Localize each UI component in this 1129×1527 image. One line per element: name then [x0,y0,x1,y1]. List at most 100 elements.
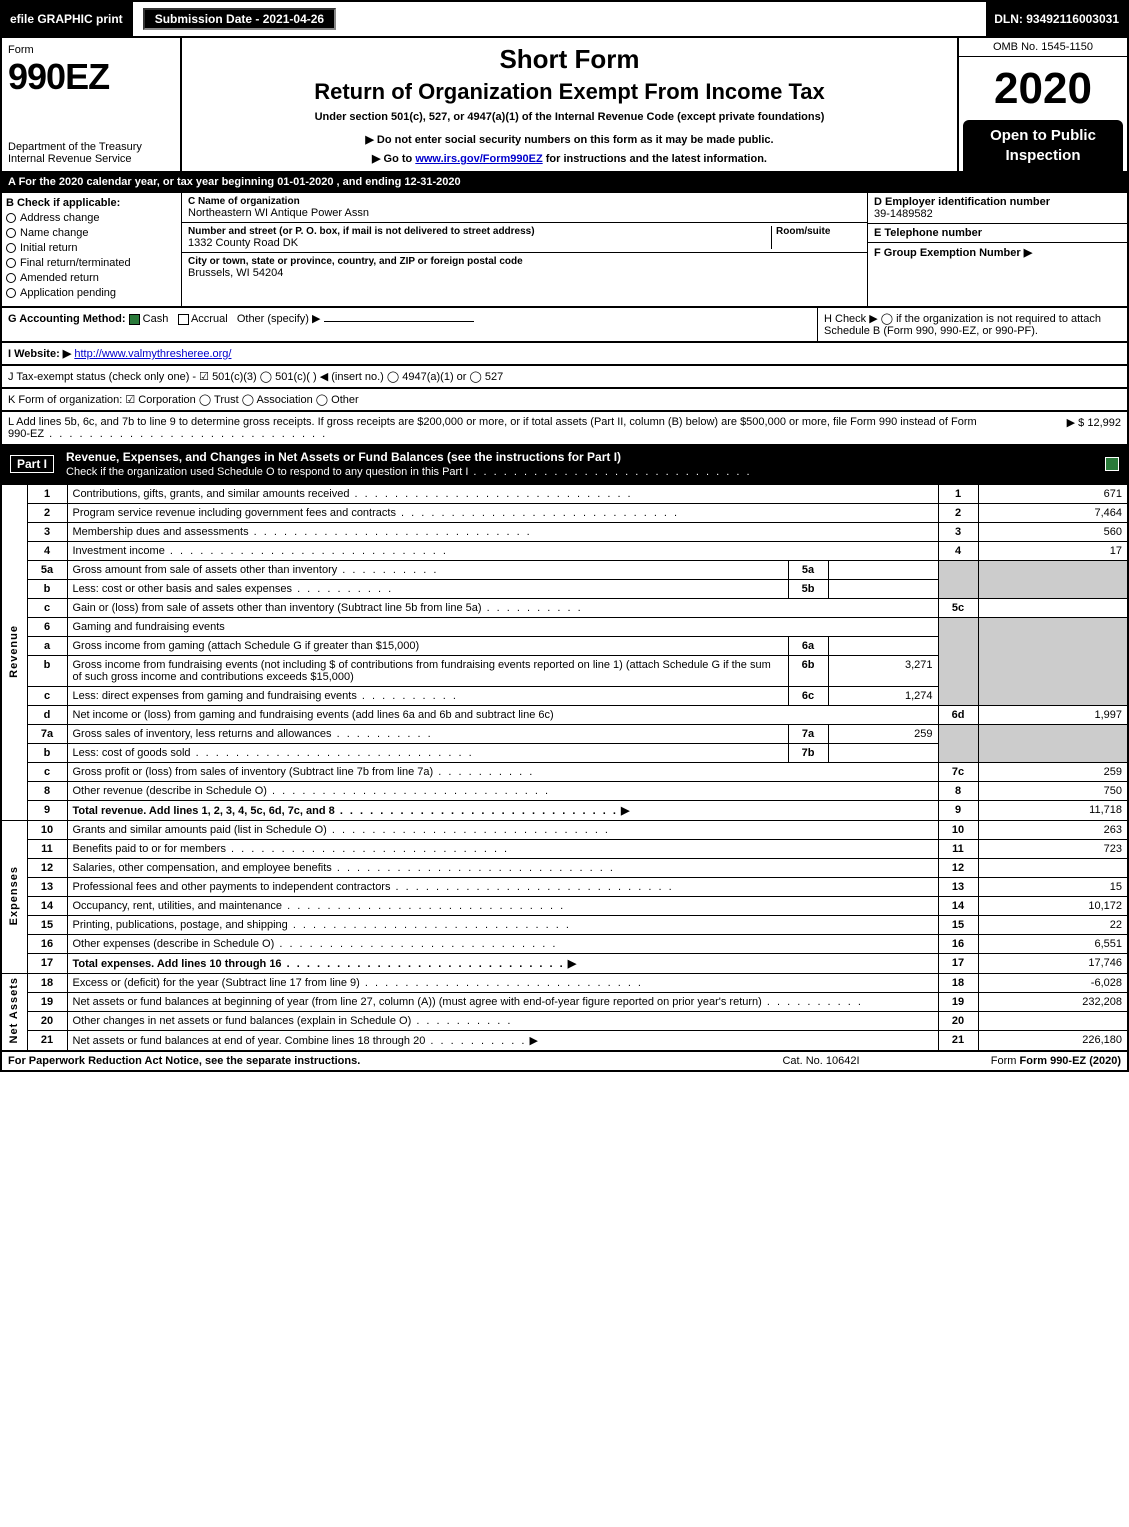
catalog-number: Cat. No. 10642I [721,1055,921,1067]
sub-value: 1,274 [828,687,938,706]
line-15: 15 Printing, publications, postage, and … [1,916,1128,935]
part-i-label: Part I [10,455,54,473]
sub-ref: 5b [788,580,828,599]
telephone-cell: E Telephone number [868,224,1127,243]
line-desc: Other changes in net assets or fund bala… [67,1012,938,1031]
line-6: 6 Gaming and fundraising events [1,618,1128,637]
chk-final-return[interactable]: Final return/terminated [6,257,177,269]
efile-print-button[interactable]: efile GRAPHIC print [2,2,133,36]
line-desc: Excess or (deficit) for the year (Subtra… [67,974,938,993]
line-num: 19 [27,993,67,1012]
line-ref: 19 [938,993,978,1012]
chk-label: Final return/terminated [20,257,131,269]
website-label: I Website: ▶ [8,348,71,360]
line-5a: 5a Gross amount from sale of assets othe… [1,561,1128,580]
line-num: 3 [27,523,67,542]
line-num: 17 [27,954,67,974]
sub-value [828,637,938,656]
row-a-tax-year: A For the 2020 calendar year, or tax yea… [0,173,1129,193]
line-ref: 15 [938,916,978,935]
part-i-header: Part I Revenue, Expenses, and Changes in… [0,446,1129,484]
sub-ref: 5a [788,561,828,580]
tax-year: 2020 [959,57,1127,120]
other-specify-input[interactable] [324,321,474,322]
line-ref: 5c [938,599,978,618]
line-value: 10,172 [978,897,1128,916]
chk-address-change[interactable]: Address change [6,212,177,224]
line-num: 12 [27,859,67,878]
chk-initial-return[interactable]: Initial return [6,242,177,254]
cash-label: Cash [143,313,169,325]
line-num: 7a [27,725,67,744]
line-desc: Total revenue. Add lines 1, 2, 3, 4, 5c,… [67,801,938,821]
chk-amended-return[interactable]: Amended return [6,272,177,284]
form-ref-text: Form 990-EZ (2020) [1020,1055,1121,1067]
line-desc: Net assets or fund balances at end of ye… [67,1031,938,1052]
line-desc: Investment income [67,542,938,561]
form-label: Form [8,44,174,56]
schedule-o-checkbox[interactable] [1105,457,1119,471]
line-4: 4 Investment income 4 17 [1,542,1128,561]
line-3: 3 Membership dues and assessments 3 560 [1,523,1128,542]
top-bar: efile GRAPHIC print Submission Date - 20… [0,0,1129,38]
line-ref: 20 [938,1012,978,1031]
line-value: 1,997 [978,706,1128,725]
grey-cell [938,618,978,706]
spacer [346,2,986,36]
col-b-checkboxes: B Check if applicable: Address change Na… [2,193,182,306]
line-num: 11 [27,840,67,859]
line-ref: 21 [938,1031,978,1052]
website-link[interactable]: http://www.valmythresheree.org/ [74,348,231,360]
sub-ref: 7a [788,725,828,744]
line-desc: Gross sales of inventory, less returns a… [67,725,788,744]
department-label: Department of the Treasury Internal Reve… [8,141,174,165]
line-desc: Total expenses. Add lines 10 through 16 … [67,954,938,974]
chk-application-pending[interactable]: Application pending [6,287,177,299]
line-desc: Net assets or fund balances at beginning… [67,993,938,1012]
line-desc: Other expenses (describe in Schedule O) [67,935,938,954]
irs-link[interactable]: www.irs.gov/Form990EZ [415,153,542,165]
ein-value: 39-1489582 [874,208,1121,220]
line-desc: Salaries, other compensation, and employ… [67,859,938,878]
line-value: 22 [978,916,1128,935]
part-i-subtitle: Check if the organization used Schedule … [66,466,752,478]
sub-value [828,561,938,580]
chk-label: Address change [20,212,100,224]
line-14: 14 Occupancy, rent, utilities, and maint… [1,897,1128,916]
city-cell: City or town, state or province, country… [182,253,867,282]
chk-label: Application pending [20,287,116,299]
line-desc: Benefits paid to or for members [67,840,938,859]
sub-ref: 6c [788,687,828,706]
grey-cell [978,618,1128,706]
line-20: 20 Other changes in net assets or fund b… [1,1012,1128,1031]
chk-name-change[interactable]: Name change [6,227,177,239]
form-header: Form 990EZ Department of the Treasury In… [0,38,1129,173]
org-info-grid: B Check if applicable: Address change Na… [0,193,1129,308]
row-l-amount: ▶ $ 12,992 [1001,416,1121,440]
line-7c: c Gross profit or (loss) from sales of i… [1,763,1128,782]
sub-value [828,580,938,599]
line-ref: 12 [938,859,978,878]
sub-value: 3,271 [828,656,938,687]
line-desc: Grants and similar amounts paid (list in… [67,821,938,840]
accrual-checkbox[interactable] [178,314,189,325]
short-form-title: Short Form [188,44,951,75]
line-value: 17,746 [978,954,1128,974]
line-desc: Contributions, gifts, grants, and simila… [67,485,938,504]
line-num: c [27,687,67,706]
line-ref: 14 [938,897,978,916]
line-num: 16 [27,935,67,954]
line-num: b [27,656,67,687]
line-num: 4 [27,542,67,561]
line-desc: Other revenue (describe in Schedule O) [67,782,938,801]
line-num: c [27,763,67,782]
line-5c: c Gain or (loss) from sale of assets oth… [1,599,1128,618]
line-11: 11 Benefits paid to or for members 11 72… [1,840,1128,859]
cash-checkbox[interactable] [129,314,140,325]
line-ref: 18 [938,974,978,993]
line-value: 750 [978,782,1128,801]
line-value [978,1012,1128,1031]
line-num: d [27,706,67,725]
sub-ref: 6b [788,656,828,687]
line-value: -6,028 [978,974,1128,993]
